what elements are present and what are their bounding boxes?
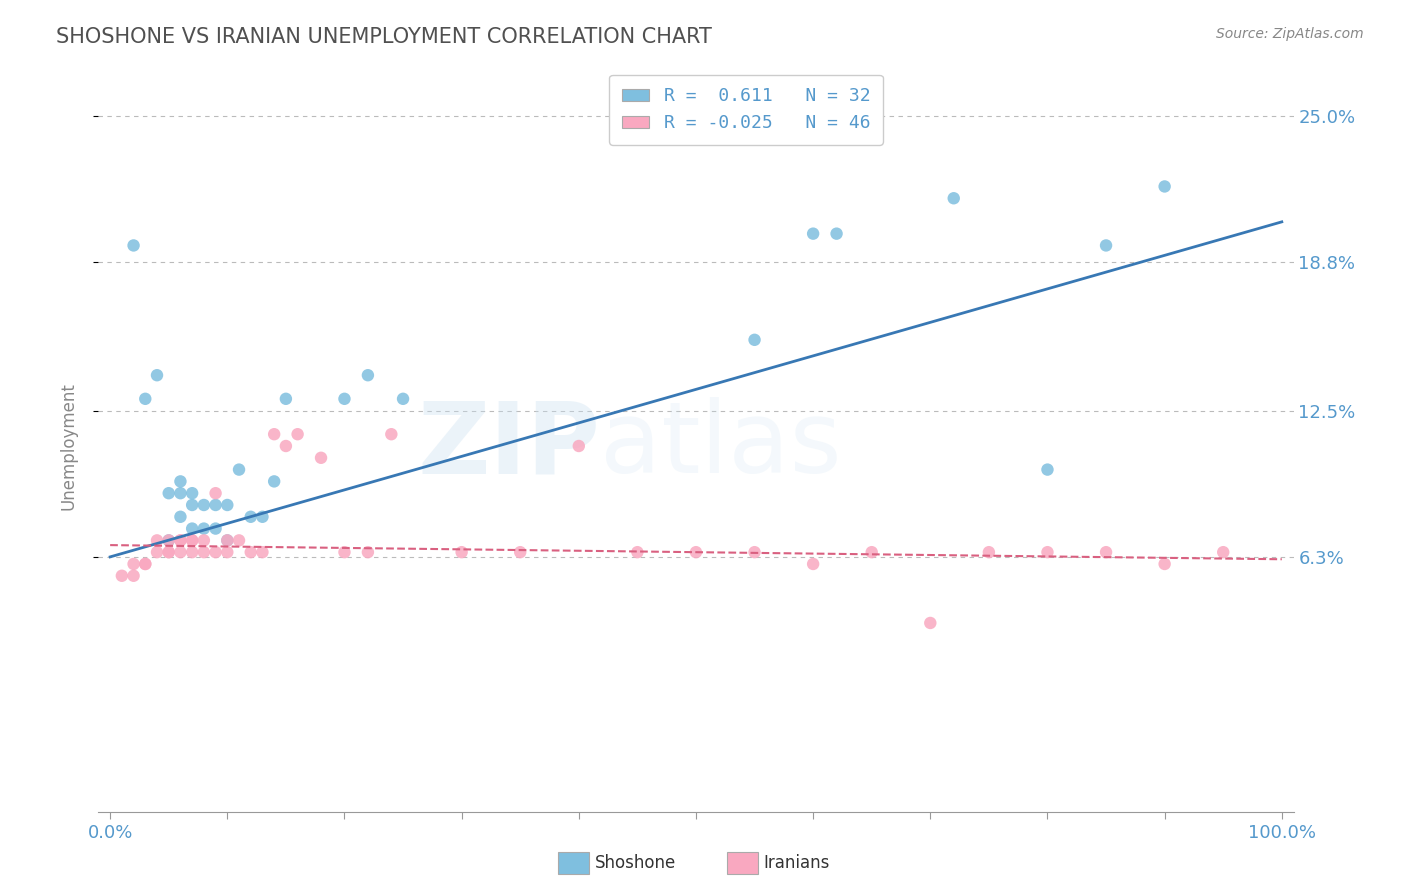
Point — [357, 545, 380, 559]
Point — [239, 509, 262, 524]
Point — [1212, 545, 1234, 559]
Point — [193, 533, 215, 548]
Point — [193, 498, 215, 512]
Point — [193, 522, 215, 536]
Point — [392, 392, 415, 406]
Point — [181, 533, 204, 548]
Point — [626, 545, 648, 559]
Y-axis label: Unemployment: Unemployment — [59, 382, 77, 510]
Point — [977, 545, 1000, 559]
Point — [274, 439, 297, 453]
Point — [1153, 557, 1175, 571]
Point — [169, 533, 191, 548]
Point — [825, 227, 848, 241]
Point — [1036, 545, 1059, 559]
Point — [1153, 179, 1175, 194]
Point — [122, 557, 145, 571]
Text: atlas: atlas — [600, 398, 842, 494]
Point — [263, 427, 285, 442]
Point — [263, 475, 285, 489]
Point — [1095, 545, 1118, 559]
Point — [169, 509, 191, 524]
Point — [146, 368, 169, 383]
Point — [157, 486, 180, 500]
Point — [228, 533, 250, 548]
Point — [217, 533, 239, 548]
Point — [122, 568, 145, 582]
Point — [252, 509, 274, 524]
Text: Shoshone: Shoshone — [595, 854, 676, 871]
Point — [287, 427, 309, 442]
Point — [942, 191, 965, 205]
Legend: R =  0.611   N = 32, R = -0.025   N = 46: R = 0.611 N = 32, R = -0.025 N = 46 — [609, 75, 883, 145]
Point — [509, 545, 531, 559]
Point — [860, 545, 883, 559]
Point — [181, 545, 204, 559]
Point — [169, 545, 191, 559]
Point — [157, 545, 180, 559]
Point — [274, 392, 297, 406]
Point — [1095, 238, 1118, 252]
Text: SHOSHONE VS IRANIAN UNEMPLOYMENT CORRELATION CHART: SHOSHONE VS IRANIAN UNEMPLOYMENT CORRELA… — [56, 27, 711, 46]
Point — [333, 545, 356, 559]
Point — [309, 450, 332, 465]
Point — [204, 545, 226, 559]
Point — [111, 568, 134, 582]
Point — [744, 545, 766, 559]
Point — [568, 439, 591, 453]
Text: Iranians: Iranians — [763, 854, 830, 871]
Point — [228, 462, 250, 476]
Point — [685, 545, 707, 559]
Point — [181, 522, 204, 536]
Point — [357, 368, 380, 383]
Point — [252, 545, 274, 559]
Point — [146, 533, 169, 548]
Point — [333, 392, 356, 406]
Point — [169, 475, 191, 489]
Text: ZIP: ZIP — [418, 398, 600, 494]
Point — [169, 486, 191, 500]
Point — [181, 498, 204, 512]
Point — [801, 557, 824, 571]
Point — [134, 392, 156, 406]
Point — [134, 557, 156, 571]
Point — [217, 545, 239, 559]
Point — [450, 545, 472, 559]
Point — [239, 545, 262, 559]
Point — [193, 545, 215, 559]
Point — [157, 533, 180, 548]
Point — [920, 615, 942, 630]
Point — [157, 545, 180, 559]
Point — [169, 533, 191, 548]
Text: Source: ZipAtlas.com: Source: ZipAtlas.com — [1216, 27, 1364, 41]
Point — [146, 545, 169, 559]
Point — [801, 227, 824, 241]
Point — [134, 557, 156, 571]
Point — [204, 522, 226, 536]
Point — [122, 238, 145, 252]
Point — [217, 498, 239, 512]
Point — [744, 333, 766, 347]
Point — [204, 498, 226, 512]
Point — [181, 486, 204, 500]
Point — [204, 486, 226, 500]
Point — [380, 427, 402, 442]
Point — [157, 533, 180, 548]
Point — [1036, 462, 1059, 476]
Point — [217, 533, 239, 548]
Point — [181, 533, 204, 548]
